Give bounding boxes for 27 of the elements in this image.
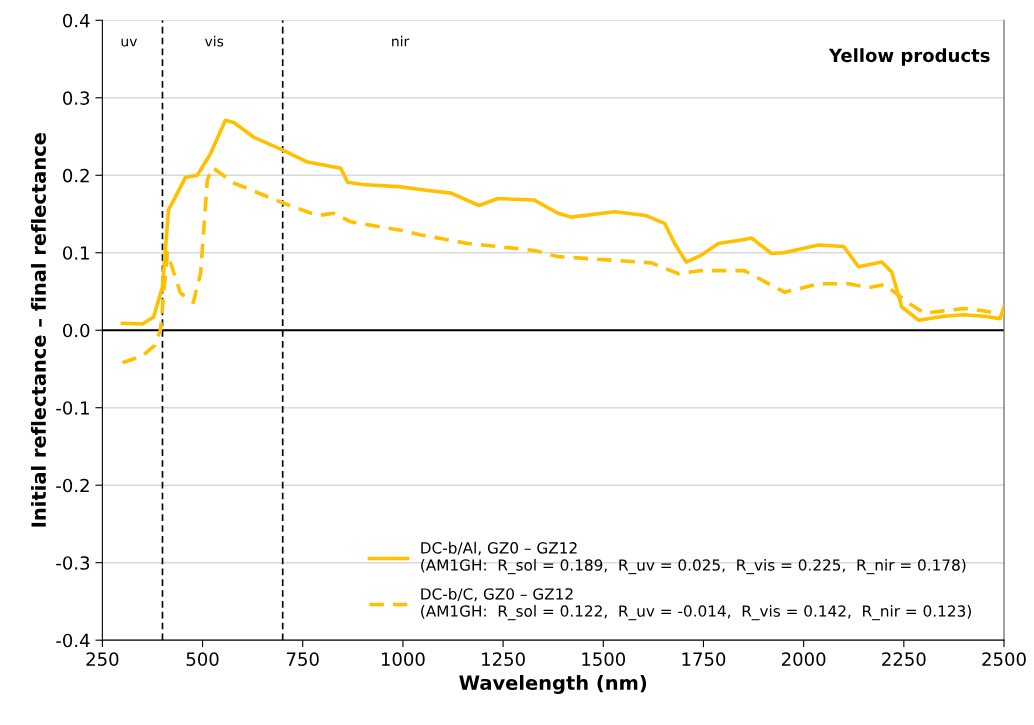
x-tick-label: 500 [186,652,219,666]
legend-label: DC-b/C, GZ0 – GZ12 (AM1GH: R_sol = 0.122, R_uv = -0.014, R_vis = 0.142, R_nir = 0.123) [421,587,971,621]
x-tick-label: 1250 [482,652,525,666]
y-tick-label: 0.2 [63,168,89,183]
y-tick-label: -0.1 [56,401,89,415]
y-axis-title: Initial reflectance – final reflectance [30,133,47,527]
y-tick-label: -0.4 [56,633,90,648]
y-tick-label: 0.4 [63,13,90,28]
annotation: nir [392,35,410,47]
x-tick-label: 250 [86,652,119,666]
annotation: uv [121,38,138,47]
y-tick-label: 0.1 [63,246,89,260]
legend-label: DC-b/Al, GZ0 – GZ12 (AM1GH: R_sol = 0.189, R_uv = 0.025, R_vis = 0.225, R_nir = 0.178) [421,541,966,575]
x-tick-label: 1500 [582,652,626,666]
x-tick-label: 750 [286,652,319,666]
x-tick-label: 2500 [982,652,1026,666]
y-tick-label: -0.2 [56,478,89,493]
y-tick-label: -0.3 [56,556,90,570]
x-tick-label: 1000 [381,652,425,666]
x-axis-title: Wavelength (nm) [459,675,647,694]
text: Yellow products [828,48,990,66]
x-tick-label: 2250 [882,652,926,666]
y-tick-label: 0.0 [63,323,90,338]
annotation: vis [204,35,224,47]
x-tick-label: 2000 [782,652,826,666]
x-tick-label: 1750 [682,652,726,666]
y-tick-label: 0.3 [63,91,90,105]
